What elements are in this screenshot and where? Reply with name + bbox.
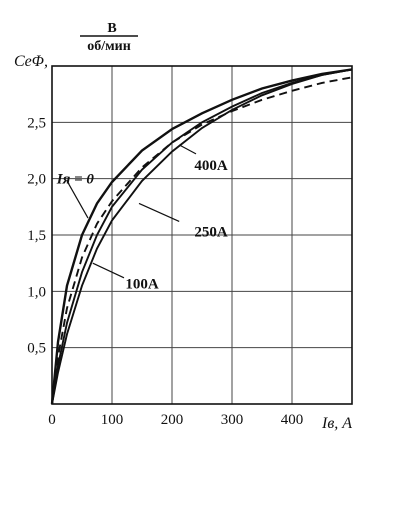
x-tick-label: 400	[281, 412, 304, 428]
curve-labels: Iя = 0 400А 250А 100А	[56, 144, 228, 292]
y-tick-label: 2,0	[27, 172, 46, 188]
series-line-0	[50, 68, 353, 405]
curve-label-leader	[66, 180, 89, 219]
curve-label-leader	[138, 202, 180, 223]
curve-label-leader	[92, 262, 125, 279]
y-tick-label: 1,5	[27, 228, 46, 244]
curve-label: Iя = 0	[56, 172, 95, 188]
curve-label: 100А	[125, 276, 159, 292]
curve-label: 400А	[194, 158, 228, 174]
tick-labels: 0 100 200 300 400 0,5 1,0 1,5 2,0 2,5	[27, 115, 303, 428]
y-axis-title: CeΦ,	[14, 53, 48, 70]
x-tick-label: 300	[221, 412, 244, 428]
plot-frame	[51, 65, 353, 405]
y-tick-label: 0,5	[27, 341, 46, 357]
x-tick-label: 200	[161, 412, 184, 428]
x-axis-title: Iв, A	[321, 415, 352, 432]
y-tick-label: 2,5	[27, 115, 46, 131]
curve-label: 250А	[194, 225, 228, 241]
series-line-1	[51, 68, 353, 405]
y-tick-label: 1,0	[27, 284, 46, 300]
y-unit-denominator: об/мин	[87, 39, 131, 54]
y-unit-numerator: В	[107, 21, 116, 36]
plot-border	[51, 65, 353, 405]
x-tick-label: 0	[48, 412, 56, 428]
series-group	[50, 68, 353, 405]
series-line-3	[51, 76, 353, 405]
curve-label-leader	[178, 144, 197, 155]
x-tick-label: 100	[101, 412, 124, 428]
